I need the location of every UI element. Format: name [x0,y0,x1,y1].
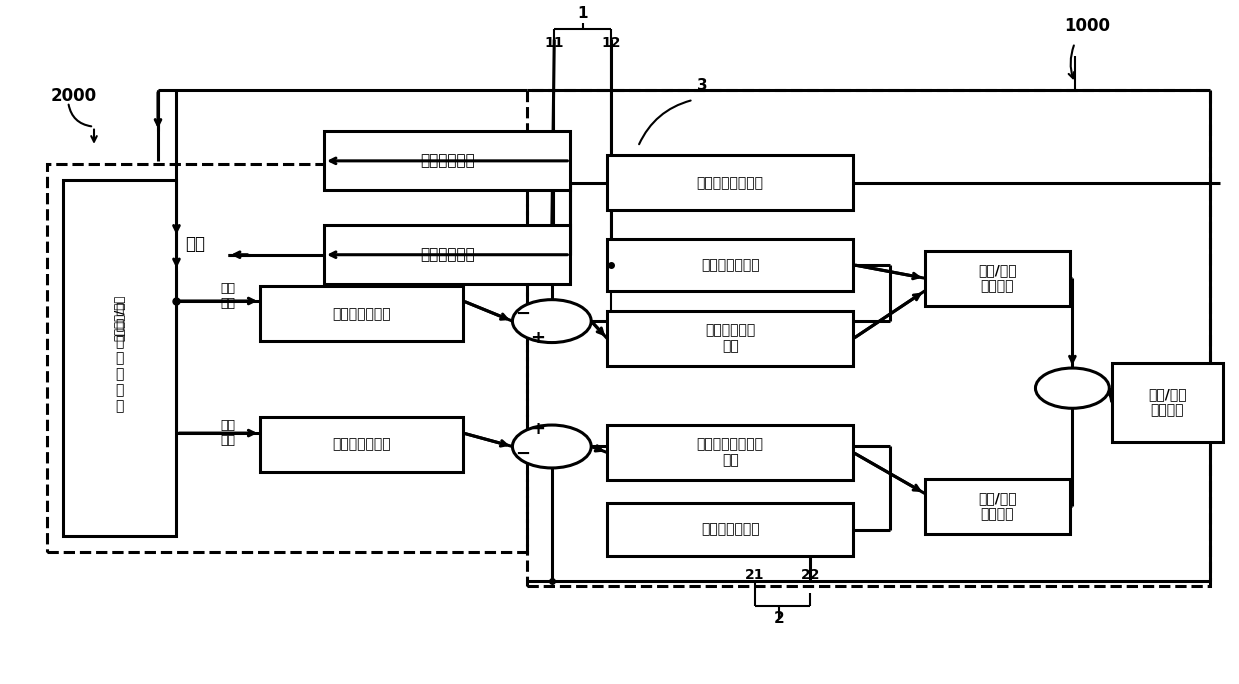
Bar [325,225,570,285]
Bar [607,425,854,480]
Text: 直线运动传感器: 直线运动传感器 [701,523,760,537]
Bar [924,479,1070,534]
Text: 旋转驱动力矩
电机: 旋转驱动力矩 电机 [705,324,756,354]
Circle shape [1036,368,1109,408]
Bar [47,163,528,553]
Text: 旋转数字编码器: 旋转数字编码器 [701,258,760,272]
Text: 直线运动驱动电机
组件: 直线运动驱动电机 组件 [696,438,763,468]
Text: 导丝/导管
直线运动: 导丝/导管 直线运动 [978,491,1017,521]
Text: 旋转数字编码器: 旋转数字编码器 [332,306,392,321]
Text: 端点受力情况: 端点受力情况 [420,247,475,262]
Text: 1000: 1000 [1064,17,1110,35]
Bar [260,286,463,341]
Text: 1: 1 [577,6,587,21]
Text: 端点位置情况: 端点位置情况 [420,153,475,168]
Bar [528,90,1211,586]
Bar [325,131,570,190]
Text: −: − [514,445,530,463]
Text: 2: 2 [774,611,784,626]
Text: 2000: 2000 [51,88,97,105]
Text: 医生: 医生 [185,235,204,253]
Text: 直线
运动: 直线 运动 [221,419,235,447]
Bar [607,239,854,291]
Text: 21: 21 [745,568,764,582]
Text: 12: 12 [601,36,621,50]
Text: 直线运动传感器: 直线运动传感器 [332,438,392,451]
Circle shape [513,425,591,468]
Text: +: + [530,421,545,438]
Bar [1111,363,1223,442]
Text: 11: 11 [544,36,564,50]
Bar [63,181,176,536]
Text: 导丝/导管
端点运动: 导丝/导管 端点运动 [1147,387,1187,417]
Circle shape [513,300,591,343]
Text: 3: 3 [696,78,707,93]
Bar [607,503,854,556]
Text: 导丝/导管
旋转运动: 导丝/导管 旋转运动 [978,263,1017,293]
Text: 旋转
运动: 旋转 运动 [221,282,235,311]
Text: 夹
持
手
柄
模
拟
杆: 夹 持 手 柄 模 拟 杆 [115,302,124,414]
Text: 医用导丝/导管: 医用导丝/导管 [113,295,126,341]
Bar [607,155,854,211]
Text: −: − [514,304,530,323]
Text: 六自由度力传感器: 六自由度力传感器 [696,176,763,190]
Text: 22: 22 [800,568,820,582]
Bar [924,251,1070,306]
Bar [607,311,854,366]
Bar [260,417,463,472]
Text: +: + [530,329,545,347]
